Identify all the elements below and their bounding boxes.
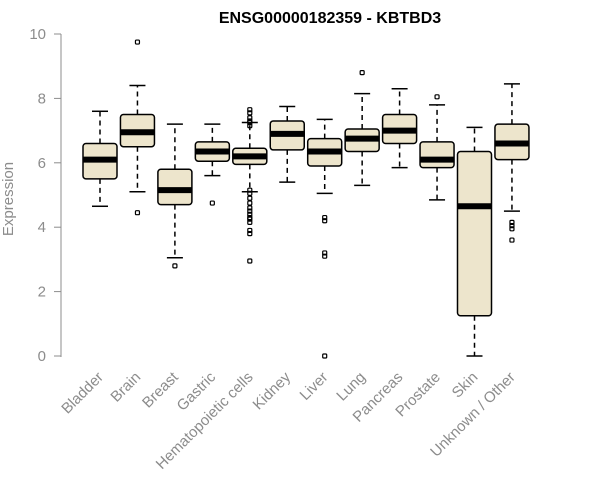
outlier-point: [247, 216, 253, 222]
box-gastric: [194, 123, 231, 206]
outlier-point: [247, 123, 253, 129]
chart-title: ENSG00000182359 - KBTBD3: [219, 10, 441, 27]
box-brain: [119, 39, 156, 216]
outlier-point: [247, 115, 253, 121]
x-tick-label: Kidney: [250, 368, 295, 413]
box-liver: [306, 118, 343, 359]
y-axis-ticks: 0 2 4 6 8 10: [29, 26, 61, 365]
outlier-point: [359, 70, 365, 76]
outlier-point: [247, 190, 253, 196]
outlier-point: [172, 263, 178, 269]
box-pancreas: [381, 87, 418, 169]
outlier-point: [509, 237, 515, 243]
outlier-point: [247, 211, 253, 217]
outlier-point: [509, 219, 515, 225]
box-breast: [157, 123, 193, 269]
outlier-point: [247, 258, 253, 264]
box-lung: [344, 70, 380, 187]
y-tick-label: 8: [38, 90, 46, 107]
box-prostate: [419, 94, 455, 201]
outlier-point: [209, 200, 215, 206]
outlier-point: [509, 222, 515, 229]
outlier-point: [509, 226, 515, 232]
outlier-point: [247, 227, 253, 234]
box-iqr: [419, 141, 455, 169]
outlier-point: [247, 231, 253, 237]
box-unknown-other: [494, 83, 530, 243]
y-axis-title: Expression: [0, 162, 17, 236]
box-kidney: [269, 105, 305, 183]
y-tick-label: 4: [38, 219, 46, 236]
outlier-point: [322, 250, 328, 256]
outlier-point: [434, 94, 440, 100]
x-tick-label: Skin: [449, 369, 482, 402]
y-tick-label: 2: [38, 284, 46, 301]
outlier-point: [247, 187, 253, 193]
outlier-point: [247, 208, 253, 214]
outlier-point: [247, 219, 253, 225]
box-iqr: [157, 168, 193, 206]
box-hematopoietic-cells: [232, 107, 268, 264]
x-tick-label: Liver: [297, 369, 332, 404]
box-iqr: [456, 150, 493, 317]
boxes-group: [82, 39, 530, 359]
outlier-point: [247, 110, 253, 116]
outlier-point: [322, 214, 328, 221]
outlier-point: [247, 195, 253, 201]
outlier-point: [247, 200, 253, 206]
outlier-point: [247, 119, 253, 126]
outlier-point: [134, 39, 141, 45]
outlier-point: [247, 107, 253, 113]
box-bladder: [82, 110, 118, 208]
outlier-point: [322, 218, 328, 224]
outlier-point: [134, 210, 141, 216]
outlier-point: [322, 353, 328, 359]
x-tick-label: Bladder: [58, 369, 107, 418]
y-tick-label: 6: [38, 155, 46, 172]
outlier-point: [247, 205, 253, 211]
y-tick-label: 0: [38, 348, 46, 365]
box-skin: [456, 126, 493, 357]
outlier-point: [322, 253, 328, 259]
y-tick-label: 10: [29, 26, 46, 43]
